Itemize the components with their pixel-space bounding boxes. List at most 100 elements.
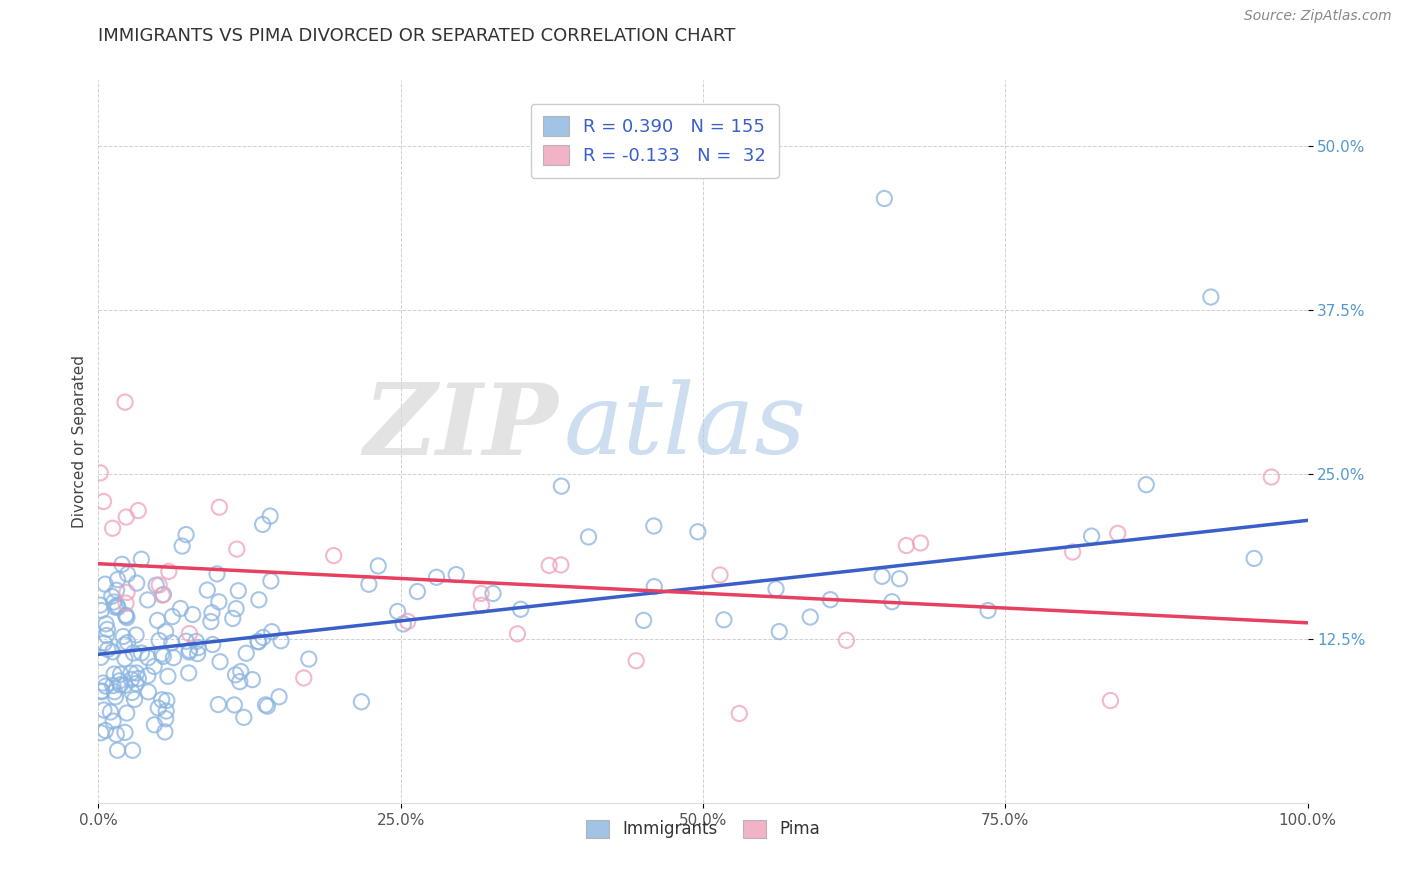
Point: [110, 667, 132, 681]
Point: [187, 647, 209, 661]
Point: [200, 615, 222, 629]
Point: [247, 635, 270, 649]
Point: [94, 723, 117, 738]
Point: [396, 615, 419, 629]
Point: [357, 577, 380, 591]
Point: [267, 690, 290, 704]
Text: atlas: atlas: [564, 379, 807, 475]
Point: [870, 569, 893, 583]
Point: [208, 500, 231, 515]
Point: [799, 610, 821, 624]
Point: [90, 726, 112, 740]
Point: [105, 583, 128, 598]
Point: [121, 673, 143, 687]
Point: [162, 650, 184, 665]
Point: [125, 628, 148, 642]
Text: IMMIGRANTS VS PIMA DIVORCED OR SEPARATED CORRELATION CHART: IMMIGRANTS VS PIMA DIVORCED OR SEPARATED…: [98, 27, 735, 45]
Point: [110, 678, 132, 692]
Point: [242, 673, 264, 687]
Point: [222, 611, 245, 625]
Point: [105, 727, 128, 741]
Point: [125, 665, 148, 680]
Point: [104, 600, 127, 615]
Point: [229, 674, 252, 689]
Point: [820, 592, 842, 607]
Point: [94, 616, 117, 631]
Point: [104, 690, 127, 704]
Point: [101, 521, 124, 535]
Point: [114, 725, 136, 739]
Point: [124, 692, 146, 706]
Point: [387, 605, 409, 619]
Point: [115, 510, 138, 524]
Point: [207, 698, 229, 712]
Point: [470, 598, 492, 612]
Point: [177, 645, 200, 659]
Point: [208, 595, 231, 609]
Point: [247, 592, 270, 607]
Point: [155, 704, 177, 718]
Point: [896, 539, 918, 553]
Point: [115, 585, 138, 599]
Y-axis label: Divorced or Separated: Divorced or Separated: [72, 355, 87, 528]
Point: [873, 192, 896, 206]
Point: [470, 586, 492, 600]
Point: [509, 602, 531, 616]
Point: [150, 588, 173, 602]
Point: [107, 600, 129, 615]
Point: [157, 565, 180, 579]
Point: [1135, 477, 1157, 491]
Point: [156, 693, 179, 707]
Point: [143, 659, 166, 673]
Point: [96, 628, 118, 642]
Point: [146, 613, 169, 627]
Point: [201, 638, 224, 652]
Point: [100, 705, 122, 719]
Point: [506, 627, 529, 641]
Point: [91, 676, 114, 690]
Point: [1107, 526, 1129, 541]
Point: [550, 558, 572, 572]
Point: [90, 603, 112, 617]
Text: Source: ZipAtlas.com: Source: ZipAtlas.com: [1244, 9, 1392, 23]
Point: [117, 635, 139, 649]
Point: [201, 606, 224, 620]
Point: [186, 634, 208, 648]
Point: [252, 631, 274, 645]
Point: [117, 567, 139, 582]
Point: [114, 638, 136, 652]
Point: [155, 624, 177, 639]
Point: [1062, 545, 1084, 559]
Point: [112, 630, 135, 644]
Point: [90, 684, 112, 698]
Point: [169, 601, 191, 615]
Point: [259, 509, 281, 524]
Point: [256, 699, 278, 714]
Point: [148, 701, 170, 715]
Point: [131, 552, 153, 566]
Point: [101, 679, 124, 693]
Point: [125, 676, 148, 690]
Point: [226, 583, 249, 598]
Point: [150, 693, 173, 707]
Point: [444, 567, 467, 582]
Point: [367, 558, 389, 573]
Point: [322, 549, 344, 563]
Point: [260, 624, 283, 639]
Point: [292, 671, 315, 685]
Point: [880, 595, 903, 609]
Text: ZIP: ZIP: [363, 379, 558, 475]
Point: [100, 590, 122, 604]
Point: [835, 633, 858, 648]
Point: [153, 725, 176, 739]
Point: [298, 652, 321, 666]
Point: [108, 673, 131, 688]
Point: [643, 519, 665, 533]
Point: [143, 718, 166, 732]
Point: [93, 703, 115, 717]
Point: [633, 613, 655, 627]
Point: [260, 574, 283, 588]
Point: [103, 595, 125, 609]
Point: [1080, 529, 1102, 543]
Point: [686, 524, 709, 539]
